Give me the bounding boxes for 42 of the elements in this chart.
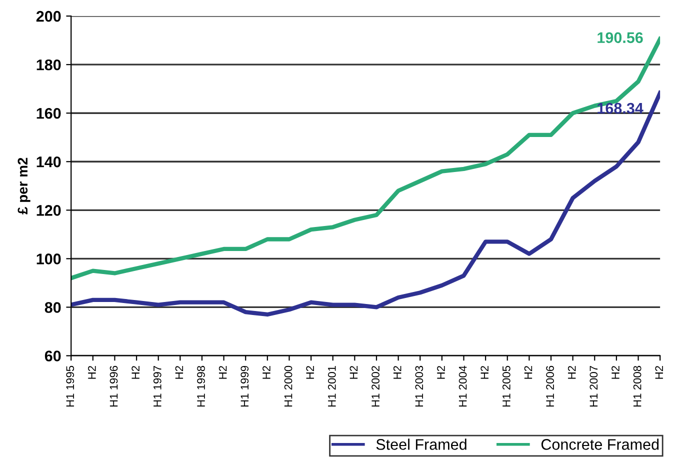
x-tick-label: H2 xyxy=(524,366,532,379)
x-tick-label: H2 xyxy=(306,366,314,379)
x-tick-label: H1 1996 xyxy=(110,366,118,407)
x-tick-label: H2 xyxy=(175,366,184,379)
x-tick-label: H2 xyxy=(612,366,620,379)
line-series xyxy=(71,90,660,317)
y-tick-label: 120 xyxy=(36,205,61,216)
x-tick-label: H1 2005 xyxy=(502,366,510,407)
x-tick-label: H2 xyxy=(655,366,663,379)
x-tick-label: H2 xyxy=(568,366,576,379)
x-tick-label: H1 2008 xyxy=(633,366,642,407)
y-tick-label: 200 xyxy=(36,10,61,22)
x-tick-label: H1 1999 xyxy=(240,366,249,407)
annotation: 190.56 xyxy=(598,32,643,44)
x-tick-label: H1 2006 xyxy=(546,366,554,407)
x-tick-label: H1 2001 xyxy=(328,366,336,407)
x-tick-label: H2 xyxy=(88,366,96,379)
y-tick-label: 160 xyxy=(36,108,61,119)
x-tick-label: H1 2002 xyxy=(372,366,380,407)
legend-label: Steel Framed xyxy=(376,438,466,450)
y-tick-label: 140 xyxy=(36,156,61,168)
x-tick-label: H2 xyxy=(350,366,358,379)
x-tick-label: H2 xyxy=(480,366,488,379)
x-tick-label: H1 2003 xyxy=(415,366,424,407)
x-tick-label: H2 xyxy=(218,366,227,379)
y-axis-title: £ per m2 xyxy=(18,158,30,214)
y-tick-label: 100 xyxy=(36,254,61,264)
y-tick-label: 80 xyxy=(44,302,61,313)
y-tick-label: 180 xyxy=(36,59,61,70)
x-tick-label: H1 2007 xyxy=(590,366,598,407)
x-tick-label: H1 1995 xyxy=(66,366,74,407)
x-tick-label: H2 xyxy=(437,366,445,379)
x-tick-label: H1 2000 xyxy=(284,366,292,407)
x-tick-label: H1 2004 xyxy=(458,366,467,407)
y-tick-label: 60 xyxy=(44,350,61,362)
x-tick-label: H1 1997 xyxy=(153,366,162,407)
legend-label: Concrete Framed xyxy=(541,438,659,450)
x-tick-label: H2 xyxy=(393,366,402,379)
annotation: 168.34 xyxy=(598,102,644,114)
x-tick-label: H2 xyxy=(132,366,140,379)
x-tick-label: H2 xyxy=(262,366,270,379)
x-tick-label: H1 1998 xyxy=(197,366,205,407)
